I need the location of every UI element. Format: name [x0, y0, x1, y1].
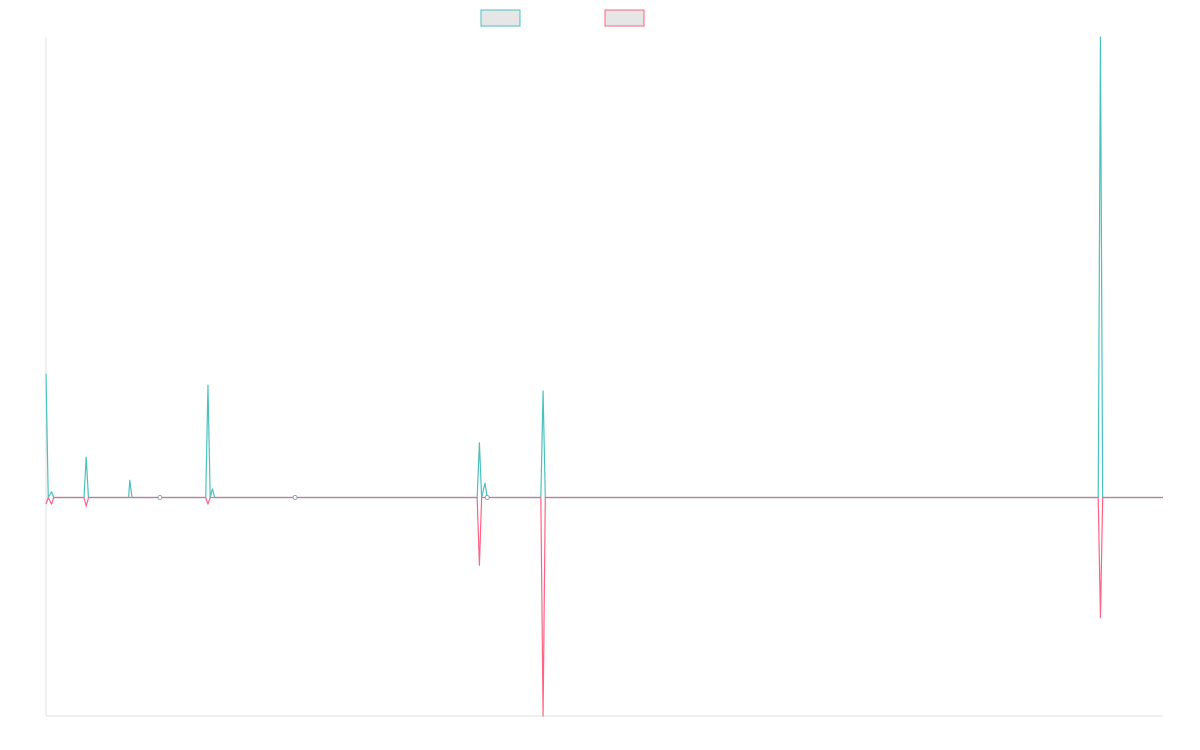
series-line-1 — [45, 36, 1163, 499]
series-line-2 — [45, 496, 1163, 717]
data-point-marker — [292, 495, 298, 500]
legend-swatch-2 — [604, 9, 645, 27]
legend-swatch-1 — [480, 9, 521, 27]
data-point-marker — [484, 495, 490, 500]
data-point-marker — [157, 495, 163, 500]
